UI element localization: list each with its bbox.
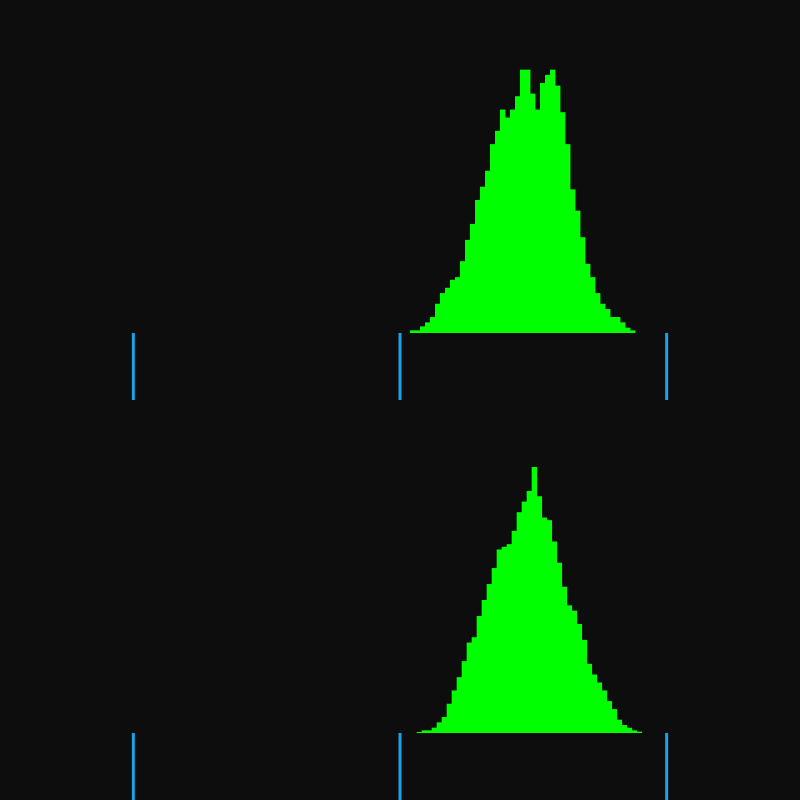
histogram-bar (595, 293, 601, 333)
x-tick-mark (131, 733, 135, 800)
histogram-bar (500, 109, 506, 333)
x-tick-mark (398, 733, 402, 800)
histogram-bar (625, 327, 631, 333)
histogram-bar (501, 546, 508, 733)
histogram-bar (460, 261, 466, 333)
histogram-bar (496, 549, 503, 733)
histogram-bar (480, 186, 486, 333)
histogram-bar (466, 642, 473, 733)
histogram-bar (421, 730, 428, 733)
histogram-bar (591, 674, 598, 733)
histogram-bar (601, 690, 608, 733)
histogram-bar (600, 303, 606, 333)
histogram-bar (581, 639, 588, 733)
histogram-bar (491, 568, 498, 733)
x-tick-mark (131, 333, 135, 400)
histogram-bar (616, 719, 623, 733)
histogram-bar (570, 189, 576, 333)
x-tick-mark (398, 333, 402, 400)
histogram-bar (596, 682, 603, 733)
histogram-bar (446, 703, 453, 733)
histogram-bar (611, 709, 618, 733)
histogram-bar (430, 317, 436, 333)
histogram-bar (416, 731, 423, 733)
histogram-bar (495, 130, 501, 333)
histogram-bar (485, 170, 491, 333)
histogram-bar (410, 330, 416, 333)
histogram-bar (425, 322, 431, 333)
histogram-bar (461, 661, 468, 733)
histogram-bar (456, 677, 463, 733)
histogram-bar (435, 303, 441, 333)
histogram-bar (426, 730, 433, 733)
histogram-bar (481, 600, 488, 733)
histogram-bar (630, 330, 636, 333)
histogram-bar (415, 330, 421, 333)
histogram-bar (531, 467, 538, 733)
histogram-bar (486, 584, 493, 733)
histogram-bar (516, 512, 523, 733)
histogram-bar (610, 317, 616, 333)
histogram-bar (586, 663, 593, 733)
histogram-bar (436, 722, 443, 733)
histogram-bar (450, 279, 456, 333)
histogram-bar (515, 96, 521, 333)
histogram-bar (580, 237, 586, 333)
histogram-bar (636, 731, 643, 733)
histogram-bar (606, 701, 613, 733)
histogram-bar (560, 112, 566, 333)
histogram-bar (571, 610, 578, 733)
histogram-bar (545, 74, 551, 333)
histogram-bar (535, 109, 541, 333)
histogram-bar (470, 223, 476, 333)
histogram-bar (431, 727, 438, 733)
x-tick-mark (665, 733, 669, 800)
histogram-bar (525, 69, 531, 333)
histogram-bar (465, 239, 471, 333)
histogram-bar (551, 541, 558, 733)
histogram-bar (440, 293, 446, 333)
histogram-panel-1 (131, 69, 669, 400)
histogram-bar (540, 82, 546, 334)
x-tick-mark (665, 333, 669, 400)
histogram-bar (615, 317, 621, 333)
histogram-bar (530, 93, 536, 333)
histogram-bar (565, 144, 571, 333)
histogram-bar (451, 690, 458, 733)
histogram-bar (555, 85, 561, 334)
histogram-bar (526, 490, 533, 733)
histogram-bar (506, 544, 513, 733)
histogram-bar (566, 605, 573, 733)
histogram-bar (556, 562, 563, 733)
histogram-bar (490, 144, 496, 333)
histogram-bar (621, 725, 628, 733)
histogram-bar (476, 615, 483, 733)
histogram-bar (471, 637, 478, 733)
histogram-bar (505, 117, 511, 333)
histogram-bar (420, 326, 426, 333)
histogram-bar (585, 263, 591, 333)
histogram-bar (445, 287, 451, 333)
histogram-bar (536, 496, 543, 733)
histogram-bar (561, 586, 568, 733)
histogram-bar (631, 730, 638, 733)
histogram-bar (575, 210, 581, 333)
histogram-panel-2 (131, 467, 669, 800)
histogram-bar (626, 727, 633, 733)
histogram-bar (441, 717, 448, 733)
histogram-bar (550, 69, 556, 333)
histogram-bar (521, 501, 528, 733)
histogram-bar (620, 322, 626, 333)
histogram-bar (475, 200, 481, 333)
histogram-bar (546, 520, 553, 733)
histogram-bar (511, 530, 518, 733)
histogram-bar (541, 517, 548, 733)
histogram-bar (576, 623, 583, 733)
histogram-bar (590, 277, 596, 333)
histogram-bar (520, 69, 526, 333)
histogram-bar (455, 277, 461, 333)
histogram-bar (605, 309, 611, 333)
histogram-bar (510, 109, 516, 333)
